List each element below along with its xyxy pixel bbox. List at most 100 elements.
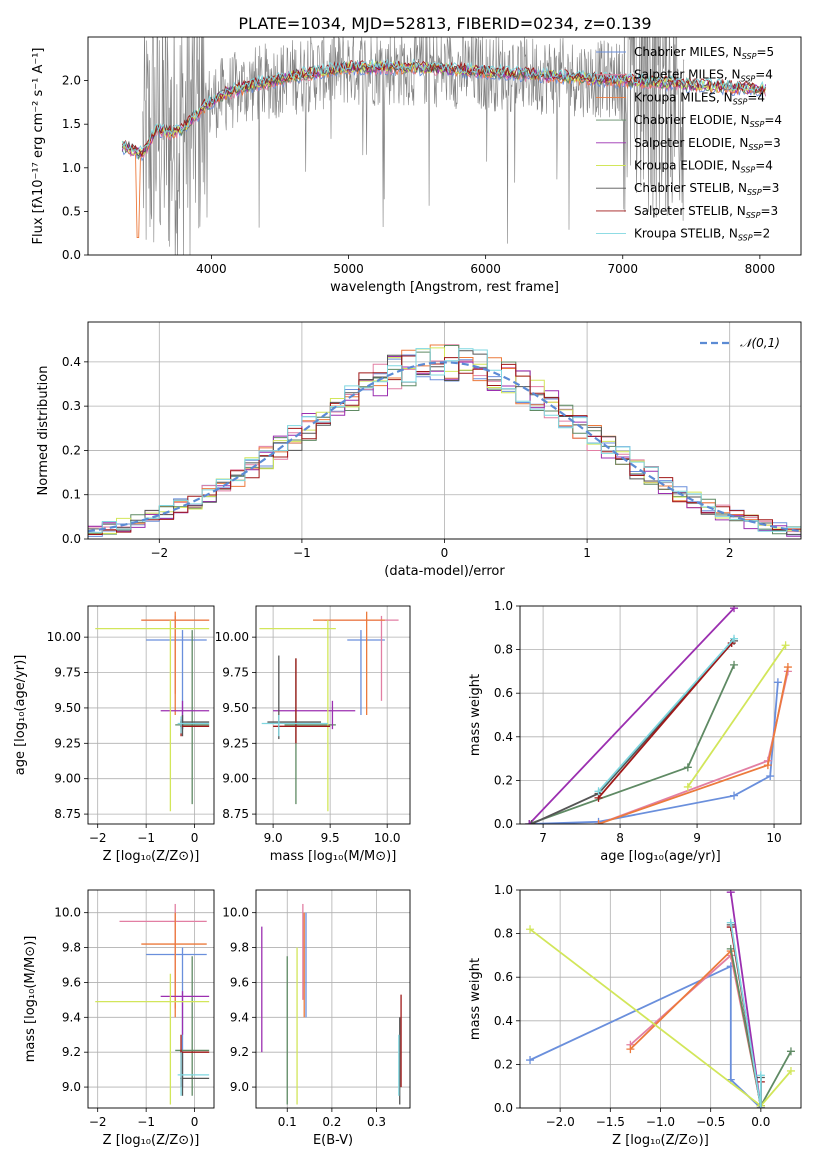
y-tick-label: 9.2 bbox=[230, 1045, 249, 1059]
y-tick-label: 0.0 bbox=[62, 532, 81, 546]
observed-spectrum bbox=[142, 37, 685, 255]
y-tick-label: 10.00 bbox=[215, 630, 249, 644]
x-tick-label: −1.5 bbox=[596, 1115, 625, 1129]
series-point-kroupa_elodie bbox=[781, 641, 790, 650]
plot-area bbox=[525, 606, 792, 824]
legend-label-main: Salpeter MILES, N bbox=[634, 68, 741, 82]
series-point-chabrier_stelib bbox=[527, 820, 536, 824]
y-tick-label: 9.2 bbox=[62, 1045, 81, 1059]
legend-label-main: Kroupa MILES, N bbox=[634, 90, 733, 104]
legend-label-n: =3 bbox=[760, 204, 778, 218]
y-tick-label: 1.0 bbox=[62, 161, 81, 175]
legend-label-n: =2 bbox=[753, 227, 771, 241]
legend-label: Salpeter ELODIE, NSSP=3 bbox=[634, 136, 781, 152]
legend-label-n: =4 bbox=[747, 90, 765, 104]
series-point-salpeter_elodie bbox=[726, 890, 735, 897]
legend-label-sub: SSP bbox=[738, 234, 753, 243]
series-point-kroupa_miles bbox=[783, 663, 792, 672]
series-line-salpeter_elodie bbox=[528, 607, 735, 824]
legend-label-n: =3 bbox=[762, 181, 780, 195]
x-tick-label: 10 bbox=[766, 831, 781, 845]
x-tick-label: −0.5 bbox=[696, 1115, 725, 1129]
panel-mass_weight_vs_Z: −2.0 −1.5 −1.0 −0.5 0.0 0.0 0.2 0.4 0.6 0.8 1.0 Z [… bbox=[468, 883, 802, 1148]
y-tick-label: 0.8 bbox=[494, 643, 513, 657]
y-tick-label: 8.75 bbox=[54, 807, 81, 821]
legend-label: Salpeter MILES, NSSP=4 bbox=[634, 68, 773, 84]
y-tick-label: 9.25 bbox=[222, 736, 249, 750]
panel-age_vs_mass: 9.0 9.5 10.0 8.75 9.00 9.25 9.50 9.75 10.00 mass … bbox=[215, 605, 411, 864]
y-tick-label: 10.0 bbox=[54, 906, 81, 920]
legend-label: Chabrier ELODIE, NSSP=4 bbox=[634, 113, 782, 129]
legend-label-sub: SSP bbox=[741, 75, 756, 84]
x-axis-label: E(B-V) bbox=[313, 1133, 353, 1148]
y-axis-label: Normed distribution bbox=[36, 366, 51, 496]
x-tick-label: −2 bbox=[89, 1115, 107, 1129]
y-tick-label: 0.6 bbox=[494, 686, 513, 700]
x-tick-label: 0.2 bbox=[322, 1115, 341, 1129]
gridlines bbox=[256, 606, 410, 824]
y-tick-label: 9.00 bbox=[54, 772, 81, 786]
y-axis-label: mass [log₁₀(M/M⊙)] bbox=[23, 936, 38, 1063]
model-spectrum-salpeter_stelib bbox=[121, 60, 767, 158]
legend-label-main: Salpeter STELIB, N bbox=[634, 204, 746, 218]
x-tick-label: −1 bbox=[293, 546, 311, 560]
legend-label: Kroupa MILES, NSSP=4 bbox=[634, 90, 765, 106]
legend-label: Chabrier MILES, NSSP=5 bbox=[634, 45, 774, 61]
series-line-kroupa_elodie bbox=[687, 644, 787, 788]
series-point-kroupa_stelib bbox=[756, 1104, 765, 1108]
x-tick-label: 6000 bbox=[470, 262, 501, 276]
x-tick-label: 0.0 bbox=[751, 1115, 770, 1129]
axes-frame bbox=[255, 889, 411, 1109]
panel-spectrum: 4000 5000 6000 7000 8000 0.0 0.5 1.0 1.5 2.0 wavel… bbox=[31, 36, 802, 295]
x-tick-label: 0 bbox=[191, 831, 199, 845]
y-tick-label: 0.4 bbox=[494, 1014, 513, 1028]
panels: 4000 5000 6000 7000 80000.00.51.01.52.0wavel… bbox=[13, 36, 802, 1148]
panel-mass_weight_vs_age: 7 8 9 10 0.0 0.2 0.4 0.6 0.8 1.0 age [log₁₀(age/yr… bbox=[468, 599, 802, 864]
y-tick-label: 0.5 bbox=[62, 204, 81, 218]
y-tick-label: 9.4 bbox=[230, 1010, 249, 1024]
y-axis-label: age [log₁₀(age/yr)] bbox=[13, 655, 28, 776]
x-tick-label: −1 bbox=[137, 831, 155, 845]
legend-label: Chabrier STELIB, NSSP=3 bbox=[634, 181, 779, 197]
y-tick-label: 9.25 bbox=[54, 736, 81, 750]
y-tick-label: 0.2 bbox=[62, 443, 81, 457]
y-tick-label: 0.0 bbox=[494, 1101, 513, 1115]
y-tick-label: 10.00 bbox=[47, 630, 81, 644]
y-tick-label: 8.75 bbox=[222, 807, 249, 821]
legend-label-n: =4 bbox=[755, 68, 773, 82]
x-tick-label: 0 bbox=[441, 546, 449, 560]
series-line-kroupa_miles bbox=[598, 666, 789, 824]
series-point-chabrier_miles bbox=[526, 1056, 535, 1065]
gridlines bbox=[88, 606, 214, 824]
x-tick-label: 9 bbox=[693, 831, 701, 845]
legend-label-sub: SSP bbox=[746, 211, 761, 220]
legend-label-sub: SSP bbox=[750, 120, 765, 129]
model-spectrum-kroupa_stelib bbox=[121, 58, 766, 153]
y-axis-label: Flux [fλ10⁻¹⁷ erg cm⁻² s⁻¹ A⁻¹] bbox=[31, 48, 46, 245]
y-tick-label: 0.4 bbox=[62, 355, 81, 369]
residual-legend: 𝒩(0,1) bbox=[700, 336, 780, 350]
series-line-kroupa_stelib bbox=[729, 922, 762, 1108]
x-tick-label: −2 bbox=[150, 546, 168, 560]
y-tick-label: 0.2 bbox=[494, 1057, 513, 1071]
panel-residuals: −2 −1 0 1 2 0.0 0.1 0.2 0.3 0.4 (data-model)/error… bbox=[36, 321, 802, 579]
plot-area bbox=[259, 611, 399, 812]
plot-area bbox=[88, 344, 801, 538]
series-point-kroupa_stelib bbox=[730, 634, 739, 643]
x-axis-label: (data-model)/error bbox=[384, 564, 505, 579]
x-tick-label: 7000 bbox=[607, 262, 638, 276]
x-tick-label: −1 bbox=[137, 1115, 155, 1129]
x-tick-label: −2.0 bbox=[546, 1115, 575, 1129]
y-axis-label: mass weight bbox=[468, 674, 483, 756]
series-point-chabrier_elodie bbox=[786, 1047, 795, 1056]
legend-label-main: Chabrier MILES, N bbox=[634, 45, 742, 59]
plot-area bbox=[121, 37, 767, 255]
y-tick-label: 9.6 bbox=[62, 975, 81, 989]
series-line-chabrier_elodie bbox=[528, 664, 735, 824]
x-tick-label: 9.5 bbox=[321, 831, 340, 845]
y-tick-label: 10.0 bbox=[222, 906, 249, 920]
x-tick-label: 2 bbox=[726, 546, 734, 560]
legend-label-sub: SSP bbox=[733, 97, 748, 106]
series-point-kroupa_miles bbox=[626, 1045, 635, 1054]
